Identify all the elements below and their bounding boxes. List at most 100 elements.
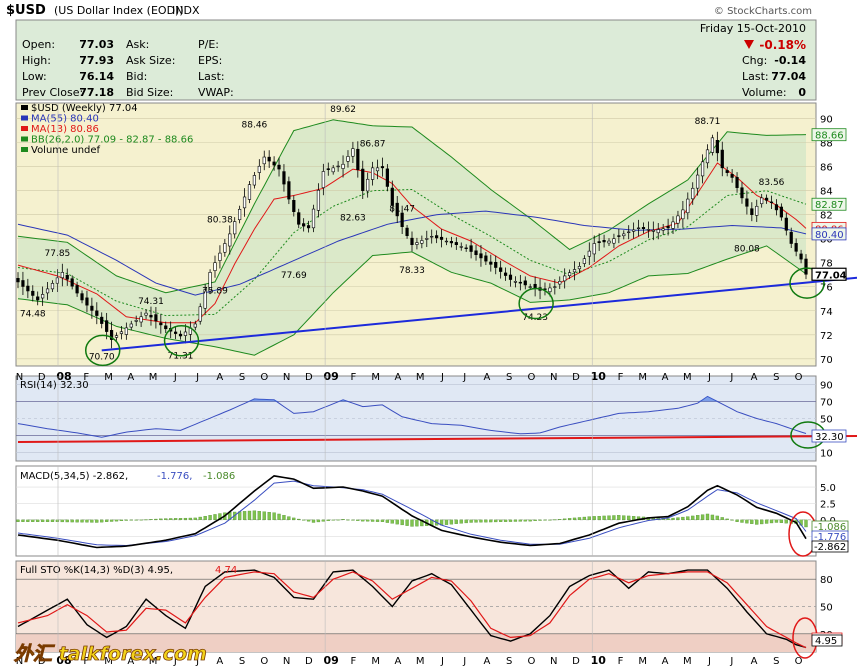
price-tick-label: 76: [820, 283, 833, 294]
macd-histogram-bar: [533, 519, 537, 522]
x-axis-label: 10: [591, 370, 607, 383]
x-axis-label: M: [149, 372, 158, 383]
candle-body: [617, 235, 621, 237]
candle-body: [656, 229, 660, 234]
quote-value: 0: [798, 86, 806, 99]
quote-label: Ask:: [126, 38, 149, 51]
candle-body: [390, 187, 394, 206]
quote-label: P/E:: [198, 38, 219, 51]
candle-body: [769, 201, 774, 204]
x-axis-label: J: [440, 656, 444, 667]
candle-body: [518, 281, 522, 284]
macd-histogram-bar: [75, 519, 79, 523]
quote-label: Chg:: [742, 54, 767, 67]
candle-body: [257, 165, 261, 173]
candle-body: [326, 168, 330, 170]
macd-histogram-bar: [134, 519, 138, 521]
macd-histogram-bar: [60, 519, 64, 523]
candle-body: [528, 286, 532, 288]
down-arrow-icon: [744, 40, 754, 49]
sto-title: Full STO %K(14,3) %D(3) 4.95,: [20, 565, 173, 576]
macd-histogram-bar: [444, 519, 449, 525]
exchange-label: INDX: [172, 4, 200, 17]
candle-body: [105, 320, 109, 332]
macd-histogram-bar: [597, 515, 601, 521]
macd-signal-value: -1.776,: [157, 471, 192, 482]
candle-body: [287, 181, 291, 200]
candle-body: [385, 168, 389, 187]
x-axis-label: O: [528, 656, 536, 667]
x-axis-label: A: [662, 656, 669, 667]
quote-label: Last:: [742, 70, 769, 83]
macd-histogram-bar: [543, 519, 547, 521]
bollinger-middle-line: [17, 188, 807, 317]
macd-histogram-bar: [65, 519, 69, 523]
x-axis-label: D: [305, 656, 313, 667]
price-tick-label: 88: [820, 139, 833, 150]
macd-histogram-bar: [346, 519, 350, 521]
highlight-circle: [163, 325, 200, 357]
price-annotation: 77.69: [281, 271, 307, 281]
x-axis-label: J: [462, 656, 466, 667]
candle-body: [95, 310, 99, 316]
quote-label: EPS:: [198, 54, 222, 67]
macd-histogram-bar: [513, 519, 518, 522]
sto-d-value: 4.74: [215, 565, 237, 576]
macd-histogram-bar: [370, 519, 375, 522]
macd-histogram-bar: [277, 513, 281, 521]
legend-swatch: [21, 126, 28, 131]
candle-body: [198, 306, 202, 322]
candle-body: [607, 240, 611, 244]
candle-body: [479, 253, 483, 259]
candle-body: [735, 176, 739, 188]
price-annotation: 80.08: [734, 245, 760, 255]
x-axis-label: A: [127, 656, 134, 667]
rsi-line: [17, 395, 807, 438]
quote-value: 77.03: [79, 38, 114, 51]
candle-body: [469, 245, 473, 252]
macd-histogram-bar: [26, 519, 30, 522]
x-axis-label: M: [104, 372, 113, 383]
candle-body: [178, 333, 183, 337]
candle-body: [321, 171, 325, 188]
quote-label: Open:: [22, 38, 55, 51]
candle-body: [444, 240, 449, 243]
x-axis-label: A: [484, 372, 491, 383]
price-annotation: 74.31: [138, 297, 164, 307]
price-annotation: 89.62: [330, 105, 356, 115]
candle-body: [474, 250, 478, 256]
legend-swatch: [21, 147, 28, 152]
macd-histogram-bar: [469, 519, 473, 523]
macd-histogram-bar: [173, 518, 178, 521]
quote-value: 77.18: [79, 86, 114, 99]
macd-histogram-bar: [85, 519, 89, 523]
price-tick-label: 74: [820, 307, 833, 318]
price-tick-label: 70: [820, 355, 833, 366]
candle-body: [405, 227, 409, 237]
candle-body: [16, 278, 20, 283]
candle-body: [218, 252, 222, 261]
candle-body: [774, 204, 779, 211]
candle-body: [60, 272, 64, 279]
price-annotation: 78.33: [399, 266, 425, 276]
macd-value-label: -1.086: [814, 522, 846, 533]
price-tick-label: 84: [820, 187, 833, 198]
macd-tick-label: 2.5: [820, 499, 836, 510]
x-axis-label: F: [83, 656, 89, 667]
macd-histogram-bar: [666, 518, 670, 521]
candle-body: [641, 227, 646, 229]
macd-histogram-bar: [715, 515, 719, 521]
macd-histogram-bar: [139, 519, 143, 521]
x-axis-label: J: [707, 656, 711, 667]
quote-fields: Open: 77.03 High: 77.93 Low: 76.14 Prev Close:…: [22, 38, 806, 99]
quote-label: Bid:: [126, 70, 147, 83]
macd-histogram-bar: [351, 519, 355, 521]
macd-histogram-bar: [16, 519, 20, 522]
macd-histogram-bar: [755, 519, 759, 525]
candle-body: [282, 171, 286, 185]
right-value-tag: [811, 634, 843, 647]
right-value-label: 82.87: [815, 200, 844, 211]
macd-histogram-bar: [484, 519, 488, 523]
macd-histogram-bar: [124, 519, 128, 521]
